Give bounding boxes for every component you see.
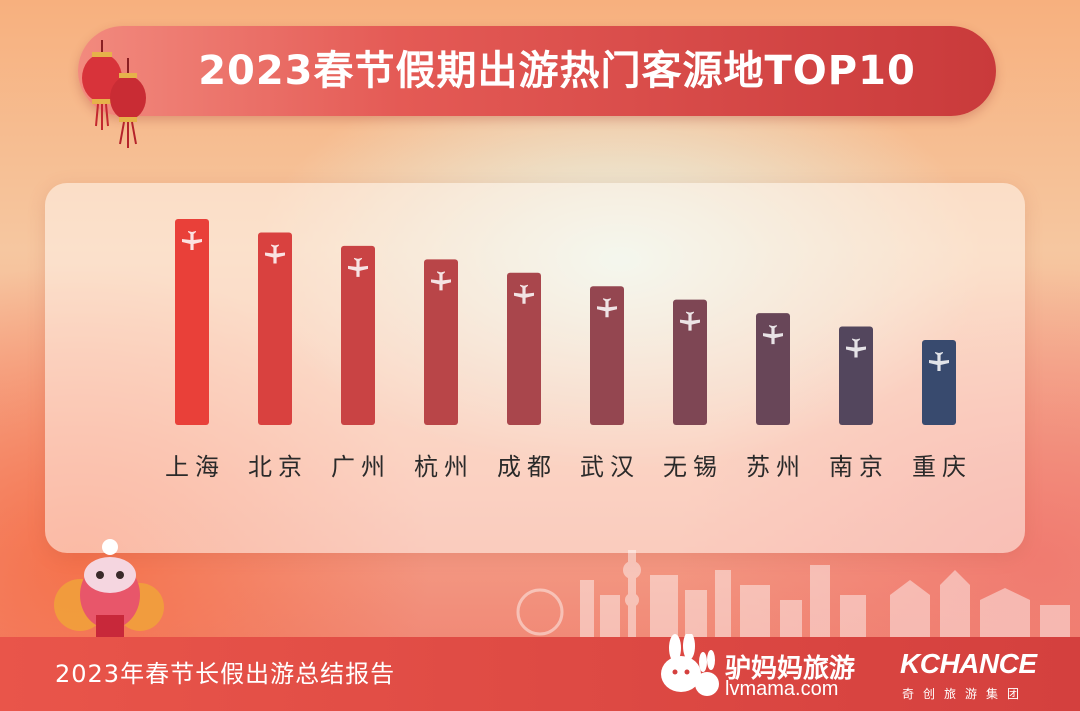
bar-杭州 bbox=[424, 259, 458, 425]
bar-无锡 bbox=[673, 299, 707, 425]
bar-苏州 bbox=[756, 313, 790, 425]
report-title: 2023年春节长假出游总结报告 bbox=[55, 660, 396, 688]
category-label: 广州 bbox=[331, 453, 391, 481]
kchance-logo: KCHANCE 奇创旅游集团 bbox=[900, 648, 1070, 708]
category-label: 上海 bbox=[165, 453, 225, 481]
bar-南京 bbox=[839, 326, 873, 425]
footer-bar: 2023年春节长假出游总结报告 bbox=[0, 637, 1080, 711]
airplane-icon bbox=[846, 338, 866, 358]
page-title: 2023春节假期出游热门客源地TOP10 bbox=[198, 48, 916, 94]
lvmama-logo: 驴妈妈旅游 lvmama.com bbox=[655, 628, 875, 708]
category-label: 成都 bbox=[497, 453, 557, 481]
bar-成都 bbox=[507, 272, 541, 425]
airplane-icon bbox=[182, 231, 202, 250]
bar-广州 bbox=[341, 245, 375, 425]
bar-北京 bbox=[258, 232, 292, 425]
category-label: 苏州 bbox=[746, 453, 806, 481]
airplane-icon bbox=[431, 271, 451, 291]
kchance-brand-subtitle: 奇创旅游集团 bbox=[902, 687, 1029, 701]
bar-chart: 上海 北京 广州 杭州 成都 武汉 无锡 苏州 南京 重庆 bbox=[165, 219, 972, 481]
bar-武汉 bbox=[590, 286, 624, 425]
bar-上海 bbox=[175, 219, 209, 425]
city-skyline-icon bbox=[516, 550, 1070, 640]
lvmama-brand-name: 驴妈妈旅游 bbox=[725, 654, 856, 684]
airplane-icon bbox=[265, 244, 285, 264]
category-label: 武汉 bbox=[580, 453, 640, 481]
lantern-icon bbox=[82, 40, 146, 148]
airplane-icon bbox=[763, 325, 783, 345]
category-label: 无锡 bbox=[663, 453, 723, 481]
lion-dance-mascot-icon bbox=[54, 539, 164, 637]
airplane-icon bbox=[514, 284, 534, 304]
category-label: 重庆 bbox=[912, 453, 972, 481]
airplane-icon bbox=[348, 257, 368, 277]
title-banner: 2023春节假期出游热门客源地TOP10 bbox=[78, 26, 996, 116]
lvmama-brand-url: lvmama.com bbox=[725, 678, 839, 700]
airplane-icon bbox=[680, 311, 700, 331]
donkey-logo-icon bbox=[661, 634, 719, 696]
kchance-brand-name: KCHANCE bbox=[900, 648, 1037, 679]
airplane-icon bbox=[929, 352, 949, 371]
airplane-icon bbox=[597, 298, 617, 318]
bar-重庆 bbox=[922, 340, 956, 425]
chart-card: 上海 北京 广州 杭州 成都 武汉 无锡 苏州 南京 重庆 bbox=[45, 183, 1025, 553]
category-label: 南京 bbox=[829, 453, 889, 481]
category-label: 北京 bbox=[248, 453, 308, 481]
category-label: 杭州 bbox=[414, 453, 474, 481]
